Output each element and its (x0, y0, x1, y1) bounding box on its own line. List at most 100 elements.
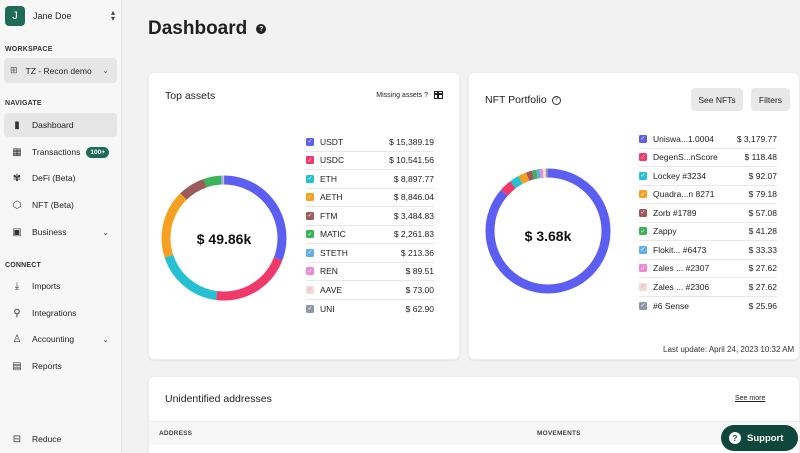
legend-checkbox[interactable]: ✓ (639, 264, 647, 273)
list-item: ✓ ETH $ 8,897.77 (306, 170, 434, 189)
nft-portfolio-card: NFT Portfolio ? See NFTs Filters $ 3.68k… (468, 72, 800, 360)
list-item: ✓ DegenS...nScore $ 118.48 (639, 149, 777, 167)
item-name: MATIC (320, 229, 346, 240)
nft-icon: ⬡ (12, 199, 22, 211)
item-value: $ 57.08 (748, 207, 777, 218)
list-item: ✓ Zales ... #2307 $ 27.62 (639, 260, 777, 278)
last-update-text: Last update: April 24, 2023 10:32 AM (663, 345, 795, 354)
see-nfts-button[interactable]: See NFTs (691, 88, 743, 111)
legend-checkbox[interactable]: ✓ (306, 285, 314, 294)
nav-label: Integrations (32, 308, 77, 318)
nav-item-business[interactable]: ▣ Business ⌄ (4, 220, 117, 244)
legend-checkbox[interactable]: ✓ (639, 282, 647, 291)
legend-checkbox[interactable]: ✓ (639, 301, 647, 310)
filters-button[interactable]: Filters (751, 88, 790, 111)
item-name: Uniswa...1.0004 (653, 133, 714, 144)
donut-slice (485, 168, 611, 294)
legend-checkbox[interactable]: ✓ (639, 134, 647, 143)
legend-checkbox[interactable]: ✓ (306, 137, 314, 146)
nav-item-accounting[interactable]: ♙ Accounting ⌄ (4, 327, 117, 351)
list-item: ✓ STETH $ 213.36 (306, 244, 434, 263)
reduce-button[interactable]: ⊟ Reduce (4, 427, 117, 451)
list-item: ✓ FTM $ 3,484.83 (306, 207, 434, 226)
missing-assets-link[interactable]: Missing assets ? (376, 91, 443, 99)
nft-portfolio-total: $ 3.68k (524, 228, 572, 244)
legend-checkbox[interactable]: ✓ (639, 171, 647, 180)
page-title-text: Dashboard (148, 18, 248, 39)
legend-checkbox[interactable]: ✓ (639, 190, 647, 199)
legend-checkbox[interactable]: ✓ (306, 156, 314, 165)
legend-checkbox[interactable]: ✓ (306, 193, 314, 202)
info-icon[interactable]: ? (551, 95, 561, 105)
legend-checkbox[interactable]: ✓ (639, 153, 647, 162)
legend-checkbox[interactable]: ✓ (639, 208, 647, 217)
item-value: $ 92.07 (748, 170, 777, 181)
legend-checkbox[interactable]: ✓ (306, 230, 314, 239)
legend-checkbox[interactable]: ✓ (306, 211, 314, 220)
item-value: $ 8,897.77 (393, 173, 434, 184)
top-assets-total: $ 49.86k (196, 231, 252, 247)
help-icon[interactable]: ? (256, 24, 267, 34)
nav-item-imports[interactable]: ⤓ Imports (4, 274, 117, 298)
item-value: $ 25.96 (748, 300, 777, 311)
item-value: $ 27.62 (748, 263, 777, 274)
item-value: $ 3,179.77 (736, 133, 777, 144)
item-name: DegenS...nScore (653, 152, 718, 163)
calendar-icon: ▦ (12, 146, 22, 158)
item-value: $ 3,484.83 (393, 210, 434, 221)
list-item: ✓ Quadra...n 8271 $ 79.18 (639, 186, 777, 204)
top-assets-list: ✓ USDT $ 15,389.19 ✓ USDC $ 10,541.56 ✓ ETH $ 8,… (306, 133, 434, 318)
list-item: ✓ Lockey #3234 $ 92.07 (639, 167, 777, 186)
item-name: #6 Sense (653, 300, 689, 311)
item-value: $ 79.18 (748, 189, 777, 200)
list-item: ✓ Flokit... #6473 $ 33.33 (639, 241, 777, 260)
item-name: USDC (320, 155, 345, 166)
question-icon: ? (729, 432, 741, 444)
item-value: $ 33.33 (748, 244, 777, 255)
nav-label: Transactions (32, 147, 81, 157)
sidebar: J Jane Doe ▴ ▾ WORKSPACE ⊞ TZ - Recon dem… (0, 0, 122, 453)
list-item: ✓ AETH $ 8,846.04 (306, 189, 434, 207)
table-icon (434, 91, 443, 99)
chevron-down-icon: ⌄ (102, 334, 109, 344)
legend-checkbox[interactable]: ✓ (306, 248, 314, 257)
column-header-address: ADDRESS (159, 430, 193, 437)
chevron-down-icon: ⌄ (102, 227, 109, 237)
legend-checkbox[interactable]: ✓ (306, 304, 314, 313)
defi-icon: ✾ (12, 172, 22, 184)
item-value: $ 2,261.83 (393, 229, 434, 240)
nav-item-nft[interactable]: ⬡ NFT (Beta) (4, 193, 117, 217)
nav-item-reports[interactable]: ▤ Reports (4, 354, 117, 378)
item-name: FTM (320, 210, 338, 221)
item-name: Zales ... #2306 (653, 281, 710, 292)
workspace-selector[interactable]: ⊞ TZ - Recon demo ⌄ (4, 58, 117, 83)
avatar: J (5, 6, 25, 26)
workspace-label: WORKSPACE (5, 46, 53, 53)
legend-checkbox[interactable]: ✓ (639, 227, 647, 236)
list-item: ✓ REN $ 89.51 (306, 263, 434, 281)
unidentified-title: Unidentified addresses (165, 393, 272, 405)
donut-slice (161, 175, 287, 301)
list-item: ✓ Zorb #1789 $ 57.08 (639, 204, 777, 223)
nav-item-transactions[interactable]: ▦ Transactions 100+ (4, 140, 117, 164)
briefcase-icon: ▣ (12, 226, 22, 238)
support-button[interactable]: ? Support (721, 425, 798, 451)
list-item: ✓ Zappy $ 41.28 (639, 223, 777, 241)
nav-item-integrations[interactable]: ⚲ Integrations (4, 301, 117, 325)
item-value: $ 89.51 (405, 266, 434, 277)
nft-portfolio-donut-chart (485, 168, 611, 294)
list-item: ✓ MATIC $ 2,261.83 (306, 226, 434, 244)
legend-checkbox[interactable]: ✓ (306, 267, 314, 276)
navigate-label: NAVIGATE (5, 100, 42, 107)
user-menu[interactable]: J Jane Doe ▴ ▾ (5, 5, 117, 27)
nav-item-dashboard[interactable]: ▮ Dashboard (4, 113, 117, 137)
legend-checkbox[interactable]: ✓ (306, 174, 314, 183)
collapse-icon: ⊟ (12, 433, 22, 445)
nav-item-defi[interactable]: ✾ DeFi (Beta) (4, 166, 117, 190)
grid-icon: ⊞ (10, 65, 18, 75)
see-more-link[interactable]: See more (735, 395, 766, 402)
item-value: $ 62.90 (405, 303, 434, 314)
item-value: $ 27.62 (748, 281, 777, 292)
legend-checkbox[interactable]: ✓ (639, 245, 647, 254)
item-name: Zales ... #2307 (653, 263, 710, 274)
